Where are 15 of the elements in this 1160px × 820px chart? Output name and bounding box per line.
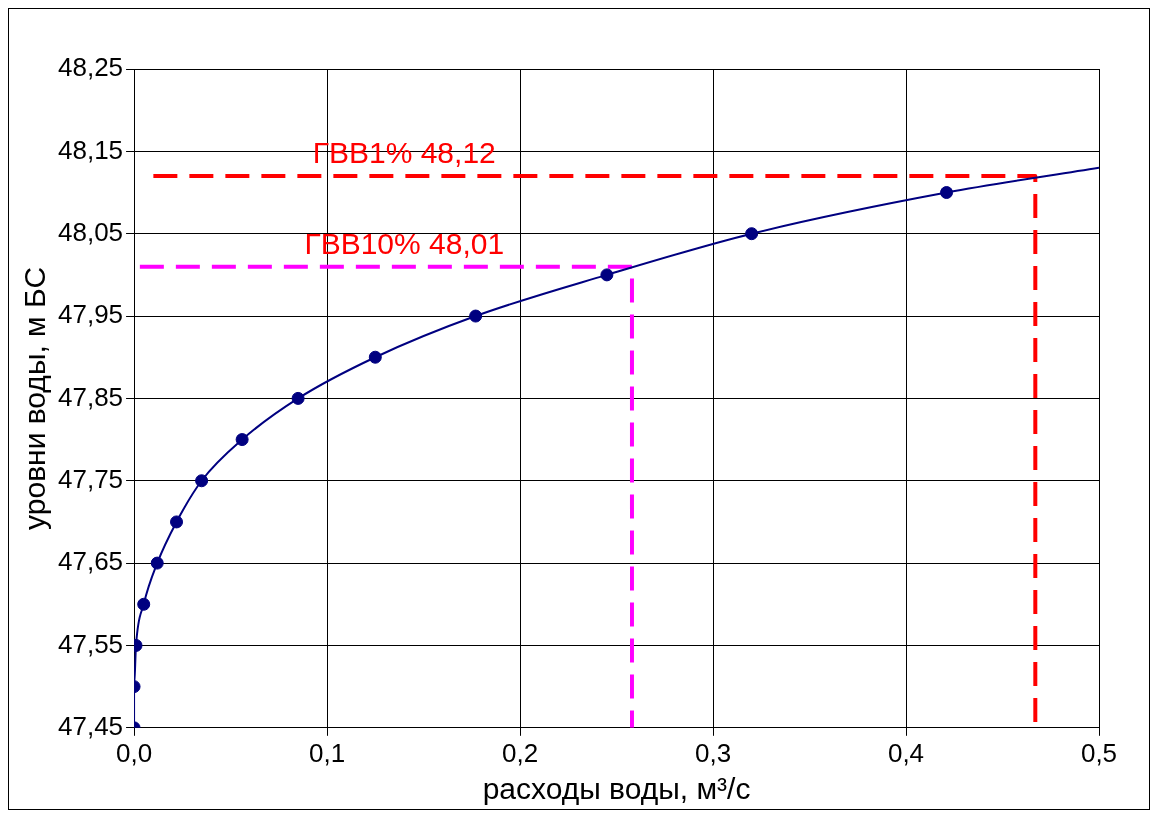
y-tick-label: 47,95 bbox=[57, 299, 124, 330]
x-tick-label: 0,3 bbox=[694, 737, 732, 768]
y-tick-label: 47,65 bbox=[57, 546, 124, 577]
y-axis-title: уровни воды, м БС bbox=[18, 266, 52, 530]
x-tick-label: 0,1 bbox=[308, 737, 346, 768]
y-tick-label: 47,55 bbox=[57, 628, 124, 659]
y-tick-label: 47,75 bbox=[57, 463, 124, 494]
y-tick-label: 47,85 bbox=[57, 381, 124, 412]
x-tick-label: 0,4 bbox=[887, 737, 925, 768]
y-tick-label: 48,15 bbox=[57, 134, 124, 165]
y-tick-label: 48,25 bbox=[57, 52, 124, 83]
x-axis-title: расходы воды, м³/с bbox=[482, 772, 751, 806]
y-tick-label: 48,05 bbox=[57, 216, 124, 247]
x-tick-label: 0,5 bbox=[1080, 737, 1118, 768]
x-tick-label: 0,2 bbox=[501, 737, 539, 768]
